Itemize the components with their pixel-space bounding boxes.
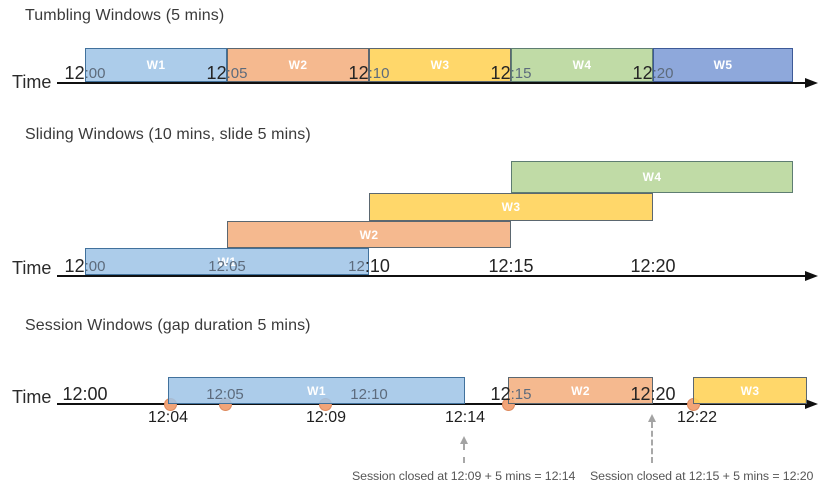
timeline-axis bbox=[57, 275, 805, 277]
session-closed-annotation: Session closed at 12:09 + 5 mins = 12:14 bbox=[352, 469, 576, 483]
axis-tick: 12:15 bbox=[491, 62, 532, 82]
event-time-label: 12:22 bbox=[676, 409, 718, 426]
tick-minutes: :15 bbox=[508, 256, 534, 276]
axis-tick: 12:00 bbox=[62, 383, 107, 403]
axis-tick: 12:20 bbox=[633, 62, 674, 82]
section-title: Tumbling Windows (5 mins) bbox=[25, 7, 225, 24]
session-closed-annotation: Session closed at 12:15 + 5 mins = 12:20 bbox=[590, 469, 814, 483]
window-label: W3 bbox=[430, 58, 450, 72]
time-axis-label: Time bbox=[12, 72, 52, 92]
window-w5: W5 bbox=[653, 48, 793, 82]
window-w4: W4 bbox=[511, 161, 793, 193]
tick-minutes: :15 bbox=[510, 386, 532, 404]
axis-tick: 12:10 bbox=[348, 255, 390, 275]
tick-minutes: :20 bbox=[650, 384, 676, 404]
window-w1: W1 bbox=[168, 377, 465, 404]
time-axis-label: Time bbox=[12, 258, 52, 278]
axis-tick: 12:15 bbox=[491, 383, 532, 403]
tick-hour: 12 bbox=[350, 386, 367, 404]
window-w1: W1 bbox=[85, 48, 227, 82]
tick-minutes: :05 bbox=[226, 65, 248, 83]
window-label: W1 bbox=[217, 254, 237, 269]
axis-tick: 12:10 bbox=[350, 383, 388, 403]
tick-hour: 12 bbox=[208, 258, 225, 276]
window-label: W3 bbox=[501, 200, 521, 214]
callout-dashed-line bbox=[463, 444, 465, 463]
tick-minutes: :00 bbox=[84, 258, 106, 276]
axis-tick: 12:00 bbox=[65, 255, 106, 275]
window-w2: W2 bbox=[227, 221, 511, 248]
window-w4: W4 bbox=[511, 48, 653, 82]
timeline-arrowhead-icon bbox=[805, 398, 818, 409]
tick-minutes: :10 bbox=[364, 256, 390, 276]
axis-tick: 12:15 bbox=[488, 255, 533, 275]
time-axis-label: Time bbox=[12, 387, 52, 407]
callout-arrow-up-icon bbox=[647, 414, 656, 422]
window-w3: W3 bbox=[369, 193, 653, 221]
event-time-label: 12:04 bbox=[147, 409, 189, 426]
window-w3: W3 bbox=[369, 48, 511, 82]
axis-tick: 12:05 bbox=[206, 383, 244, 403]
tick-hour: 12 bbox=[630, 384, 651, 404]
tick-hour: 12 bbox=[490, 63, 511, 83]
tick-minutes: :10 bbox=[368, 65, 390, 83]
tick-minutes: :00 bbox=[82, 384, 108, 404]
event-time-label: 12:14 bbox=[444, 409, 486, 426]
window-label: W4 bbox=[572, 58, 592, 72]
axis-tick: 12:20 bbox=[630, 383, 675, 403]
tick-minutes: :20 bbox=[650, 256, 676, 276]
tick-hour: 12 bbox=[348, 258, 365, 276]
window-w2: W2 bbox=[227, 48, 369, 82]
section-title: Sliding Windows (10 mins, slide 5 mins) bbox=[25, 126, 311, 143]
window-w3: W3 bbox=[693, 377, 807, 404]
window-label: W5 bbox=[713, 58, 733, 72]
timeline-axis bbox=[57, 82, 805, 84]
axis-tick: 12:10 bbox=[349, 62, 390, 82]
tick-hour: 12 bbox=[630, 256, 651, 276]
axis-tick: 12:05 bbox=[208, 255, 246, 275]
tick-hour: 12 bbox=[64, 256, 85, 276]
window-label: W2 bbox=[571, 383, 590, 398]
timeline-axis bbox=[57, 403, 805, 405]
tick-hour: 12 bbox=[62, 384, 83, 404]
axis-tick: 12:05 bbox=[207, 62, 248, 82]
tick-hour: 12 bbox=[206, 63, 227, 83]
window-w1: W1 bbox=[85, 248, 369, 275]
window-w2: W2 bbox=[508, 377, 653, 404]
callout-arrow-up-icon bbox=[459, 436, 468, 444]
tick-minutes: :05 bbox=[224, 258, 246, 276]
section-title: Session Windows (gap duration 5 mins) bbox=[25, 317, 311, 334]
tick-hour: 12 bbox=[490, 384, 511, 404]
tick-hour: 12 bbox=[64, 63, 85, 83]
window-label: W2 bbox=[288, 58, 308, 72]
tick-minutes: :10 bbox=[366, 386, 388, 404]
tick-minutes: :00 bbox=[84, 65, 106, 83]
axis-tick: 12:20 bbox=[630, 255, 675, 275]
tick-hour: 12 bbox=[488, 256, 509, 276]
tick-hour: 12 bbox=[348, 63, 369, 83]
window-label: W4 bbox=[642, 170, 662, 184]
tick-hour: 12 bbox=[632, 63, 653, 83]
tick-minutes: :20 bbox=[652, 65, 674, 83]
timeline-arrowhead-icon bbox=[805, 77, 818, 88]
window-label: W1 bbox=[146, 58, 166, 72]
window-label: W2 bbox=[359, 227, 379, 242]
window-label: W3 bbox=[740, 383, 760, 398]
tick-minutes: :05 bbox=[222, 386, 244, 404]
tick-minutes: :15 bbox=[510, 65, 532, 83]
event-time-label: 12:09 bbox=[305, 409, 347, 426]
callout-dashed-line bbox=[651, 422, 653, 463]
axis-tick: 12:00 bbox=[65, 62, 106, 82]
window-label: W1 bbox=[307, 383, 326, 398]
tick-hour: 12 bbox=[206, 386, 223, 404]
timeline-arrowhead-icon bbox=[805, 270, 818, 281]
